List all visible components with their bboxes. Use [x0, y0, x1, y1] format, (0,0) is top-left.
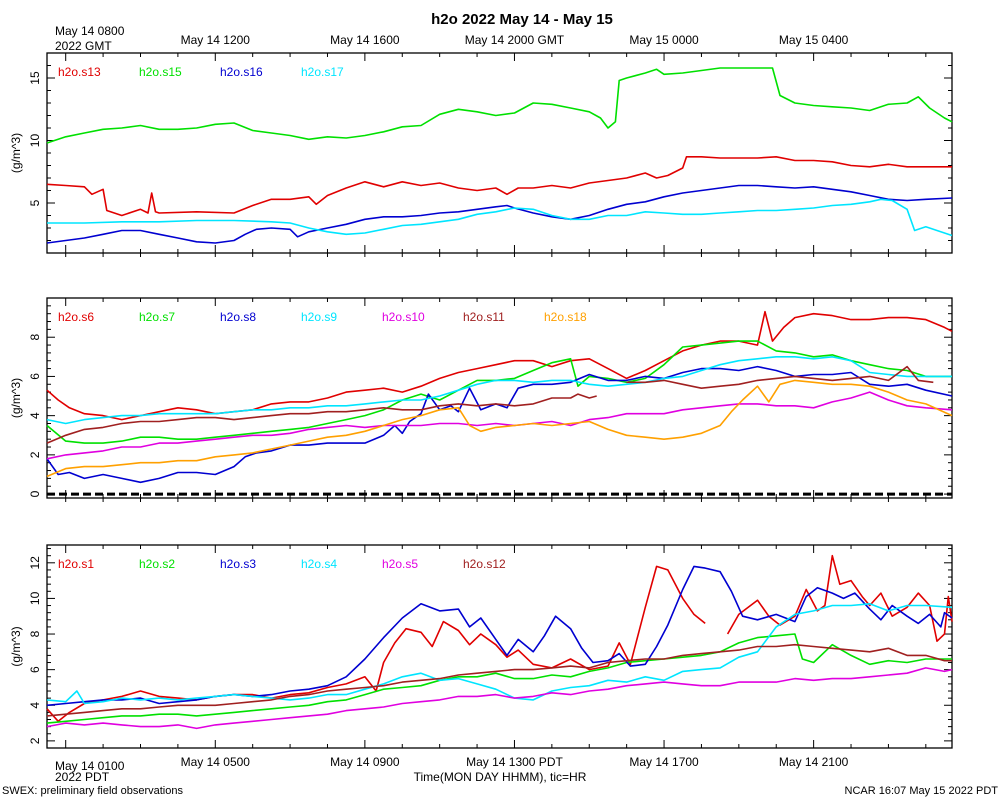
legend-h2o-s8: h2o.s8	[220, 310, 256, 324]
legend-h2o-s13: h2o.s13	[58, 65, 101, 79]
series-line-h2o-s15	[46, 67, 953, 144]
series-line-h2o-s13	[46, 156, 952, 217]
legend-h2o-s15: h2o.s15	[139, 65, 182, 79]
panel-2-y-axis-label: (g/m^3)	[9, 378, 23, 418]
panel-3-y-axis-label: (g/m^3)	[9, 626, 23, 666]
legend-h2o-s16: h2o.s16	[220, 65, 263, 79]
top-tick-label-4: May 15 0400	[779, 33, 849, 47]
panel-2: 0 2 4 6 8 (g/m^3) h2o.s6 h2o.s7 h2o.s8 h2o.s9 h2o.…	[9, 297, 953, 502]
y-tick-label: 8	[28, 630, 42, 637]
x-axis-label: Time(MON DAY HHMM), tic=HR	[414, 770, 587, 784]
gmt-start-date-label: May 14 0800	[55, 24, 125, 38]
panel-3: 2 4 6 8 10 12 (g/m^3) h2o.s1 h2o.s2 h2o.s3 h2o.s4 h…	[9, 544, 953, 749]
y-tick-label: 4	[28, 412, 42, 419]
panel-3-frame	[46, 544, 953, 749]
legend-h2o-s17: h2o.s17	[301, 65, 344, 79]
panel-2-frame	[46, 297, 953, 499]
panel-1-y-axis-label: (g/m^3)	[9, 133, 23, 173]
series-line-h2o-s9	[46, 356, 952, 425]
series-line-h2o-s10	[46, 391, 953, 460]
legend-h2o-s1: h2o.s1	[58, 557, 94, 571]
y-tick-label: 4	[28, 702, 42, 709]
series-line-h2o-s11-segment-2	[626, 365, 934, 389]
top-tick-label-2: May 14 2000 GMT	[465, 33, 565, 47]
legend-h2o-s3: h2o.s3	[220, 557, 256, 571]
gmt-year-label: 2022 GMT	[55, 39, 112, 53]
legend-h2o-s4: h2o.s4	[301, 557, 337, 571]
series-line-h2o-s6	[46, 310, 953, 421]
series-line-h2o-s4	[46, 603, 953, 705]
series-line-h2o-s7	[46, 340, 952, 444]
legend-h2o-s11: h2o.s11	[463, 310, 505, 324]
panel-1-frame	[46, 52, 953, 254]
legend-h2o-s2: h2o.s2	[139, 557, 175, 571]
series-line-h2o-s16	[46, 184, 953, 244]
panel-1: 5 10 15 (g/m^3) h2o.s13 h2o.s15 h2o.s16 h2o.s17	[9, 52, 953, 257]
legend-h2o-s7: h2o.s7	[139, 310, 175, 324]
y-tick-label: 0	[28, 490, 42, 497]
legend-h2o-s10: h2o.s10	[382, 310, 425, 324]
y-tick-label: 6	[28, 373, 42, 380]
top-tick-label-3: May 15 0000	[629, 33, 699, 47]
footer-timestamp: NCAR 16:07 May 15 2022 PDT	[845, 785, 999, 797]
top-tick-label-0: May 14 1200	[181, 33, 251, 47]
pdt-year-label: 2022 PDT	[55, 770, 110, 784]
series-line-h2o-s8	[46, 365, 953, 484]
legend-h2o-s5: h2o.s5	[382, 557, 418, 571]
series-line-h2o-s1	[46, 565, 706, 723]
top-tick-label-1: May 14 1600	[330, 33, 400, 47]
legend-h2o-s9: h2o.s9	[301, 310, 337, 324]
legend-h2o-s12: h2o.s12	[463, 557, 506, 571]
y-tick-label: 10	[28, 134, 42, 148]
bottom-tick-label-3: May 14 1700	[629, 755, 699, 769]
top-axis-ticks: May 14 1200 May 14 1600 May 14 2000 GMT May…	[181, 33, 849, 47]
bottom-tick-label-0: May 14 0500	[181, 755, 251, 769]
series-line-h2o-s1-segment-2	[726, 554, 953, 642]
y-tick-label: 12	[28, 556, 42, 570]
series-line-h2o-s18	[46, 379, 953, 478]
legend-h2o-s6: h2o.s6	[58, 310, 94, 324]
y-tick-label: 10	[28, 591, 42, 605]
bottom-tick-label-4: May 14 2100	[779, 755, 849, 769]
y-tick-label: 15	[28, 71, 42, 85]
chart-title: h2o 2022 May 14 - May 15	[431, 11, 613, 28]
bottom-tick-label-2: May 14 1300 PDT	[466, 755, 563, 769]
y-tick-label: 5	[28, 199, 42, 206]
bottom-axis-ticks: May 14 0500 May 14 0900 May 14 1300 PDT May…	[181, 755, 849, 769]
y-tick-label: 8	[28, 334, 42, 341]
series-line-h2o-s2	[46, 633, 952, 724]
pdt-start-date-label: May 14 0100	[55, 759, 125, 773]
series-line-h2o-s17	[47, 198, 953, 237]
series-line-h2o-s3	[46, 565, 953, 707]
y-tick-label: 2	[28, 737, 42, 744]
footer-source-note: SWEX: preliminary field observations	[2, 785, 183, 797]
y-tick-label: 6	[28, 666, 42, 673]
legend-h2o-s18: h2o.s18	[544, 310, 587, 324]
bottom-tick-label-1: May 14 0900	[330, 755, 400, 769]
y-tick-label: 2	[28, 451, 42, 458]
series-line-h2o-s11	[46, 393, 597, 444]
series-line-h2o-s5	[46, 667, 953, 730]
series-line-h2o-s12	[46, 643, 952, 717]
